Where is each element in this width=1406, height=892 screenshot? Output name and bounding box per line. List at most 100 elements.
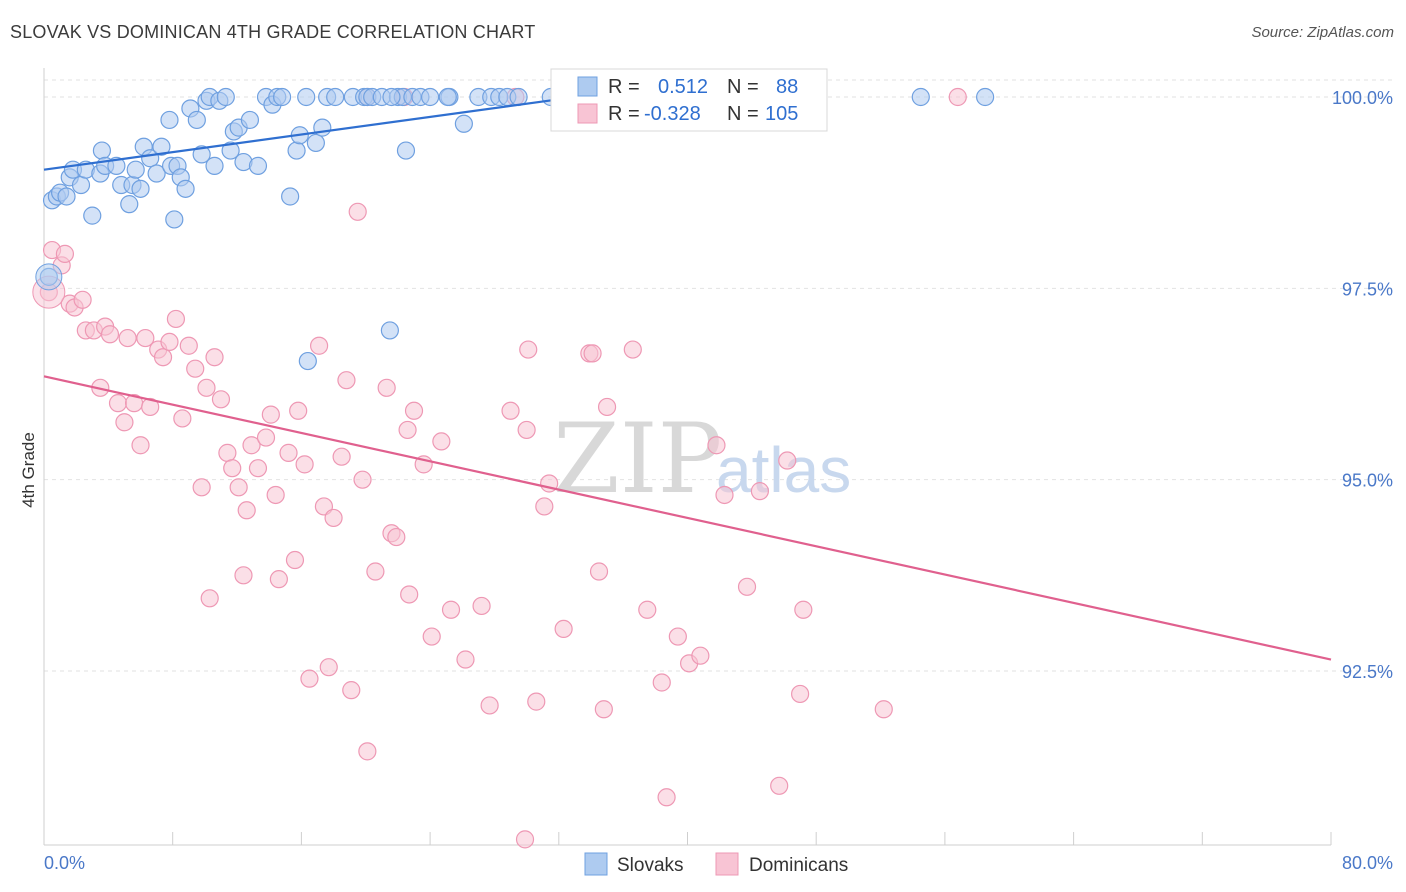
slovak-point — [454, 114, 473, 133]
chart-title: SLOVAK VS DOMINICAN 4TH GRADE CORRELATIO… — [10, 22, 536, 42]
dominican-point — [517, 420, 536, 440]
dominican-point — [173, 409, 192, 428]
dominican-point — [218, 443, 237, 462]
y-tick-label: 92.5% — [1342, 662, 1393, 682]
dominican-point — [501, 401, 520, 420]
dominican-point — [242, 436, 261, 455]
dominican-point — [441, 600, 461, 619]
dominican-point — [791, 684, 810, 704]
dominican-point — [248, 459, 268, 478]
dominican-point — [319, 658, 338, 677]
dominican-point — [279, 443, 298, 462]
slovak-point — [83, 206, 102, 225]
dominican-point — [118, 328, 137, 348]
dominican-point — [342, 681, 361, 700]
slovaks-legend-label: Slovaks — [617, 855, 684, 876]
dominican-point — [515, 830, 535, 849]
slovak-point-large — [35, 263, 63, 291]
dominican-point — [657, 788, 676, 807]
dominican-point — [535, 497, 554, 516]
dominican-point — [197, 378, 216, 397]
dominican-point — [387, 527, 406, 547]
dominican-point — [778, 451, 797, 470]
dominican-point — [237, 501, 256, 520]
x-tick-label: 0.0% — [44, 853, 85, 873]
dominican-point — [480, 696, 499, 715]
dominican-point — [200, 589, 219, 608]
dominican-point — [668, 627, 687, 646]
y-tick-label: 100.0% — [1332, 88, 1393, 108]
slovak-point — [306, 133, 325, 153]
slovak-point — [131, 179, 150, 198]
slovak-point — [272, 87, 292, 107]
dominican-point — [229, 478, 248, 497]
series-legend: Slovaks Dominicans — [584, 852, 848, 876]
slovaks-n-value: 88 — [776, 76, 798, 98]
slovak-point — [120, 195, 139, 214]
dominican-point — [794, 600, 813, 619]
dominican-point — [332, 447, 351, 466]
slovak-point — [126, 160, 145, 179]
dominicans-n-value: 105 — [765, 103, 798, 125]
dominican-point — [652, 673, 671, 692]
slovak-point — [216, 87, 235, 107]
dominican-point — [141, 397, 160, 417]
dominican-point — [527, 692, 546, 711]
dominican-point — [456, 650, 475, 669]
slovak-point — [297, 87, 316, 107]
slovak-point — [160, 110, 179, 130]
dominicans-legend-label: Dominicans — [749, 855, 848, 876]
dominican-point — [691, 646, 710, 665]
dominican-point — [715, 485, 734, 505]
slovak-point — [248, 156, 268, 175]
slovak-point — [298, 351, 317, 371]
slovak-point — [221, 141, 240, 160]
slovak-point — [287, 141, 306, 160]
slovak-point — [192, 145, 211, 164]
dominican-point — [594, 700, 613, 719]
dominican-point — [737, 577, 757, 596]
dominican-point — [638, 600, 657, 619]
dominican-point — [353, 470, 372, 489]
y-tick-labels: 92.5% 95.0% 97.5% 100.0% — [1332, 88, 1393, 682]
slovak-point — [281, 187, 300, 206]
dominican-point — [309, 336, 329, 355]
dominican-point — [589, 562, 609, 581]
dominican-point — [179, 336, 198, 355]
dominican-point — [100, 325, 120, 344]
slovak-point — [57, 187, 76, 206]
dominicans-n-label: N = — [727, 103, 759, 125]
dominican-point — [256, 428, 276, 447]
slovaks-n-label: N = — [727, 76, 759, 98]
dominican-point — [324, 508, 343, 528]
dominicans-legend-swatch — [577, 103, 598, 124]
dominican-point — [55, 244, 75, 263]
dominican-point — [472, 596, 491, 616]
slovak-point — [438, 87, 457, 107]
dominican-point — [266, 485, 285, 505]
dominican-point — [73, 290, 92, 309]
dominican-point — [519, 340, 538, 359]
slovak-point — [107, 156, 126, 175]
dominican-point — [205, 348, 224, 367]
dominican-point — [377, 378, 396, 397]
dominican-point — [300, 669, 319, 688]
slovak-point — [976, 87, 995, 107]
slovaks-trend-line — [43, 98, 559, 171]
slovaks-swatch — [584, 852, 608, 876]
dominican-point — [115, 413, 134, 432]
dominican-point — [348, 202, 367, 221]
dominicans-r-label: R = — [608, 103, 640, 125]
dominican-point — [289, 401, 308, 420]
dominican-point — [108, 394, 128, 413]
dominican-point — [261, 405, 280, 424]
y-axis-label: 4th Grade — [19, 432, 38, 508]
dominican-point — [223, 459, 242, 478]
dominican-point — [422, 627, 441, 646]
y-tick-label: 97.5% — [1342, 279, 1393, 299]
watermark-zip: ZIP — [553, 403, 722, 515]
slovak-point — [92, 141, 112, 160]
dominican-point — [211, 390, 231, 409]
slovak-point — [152, 137, 171, 156]
